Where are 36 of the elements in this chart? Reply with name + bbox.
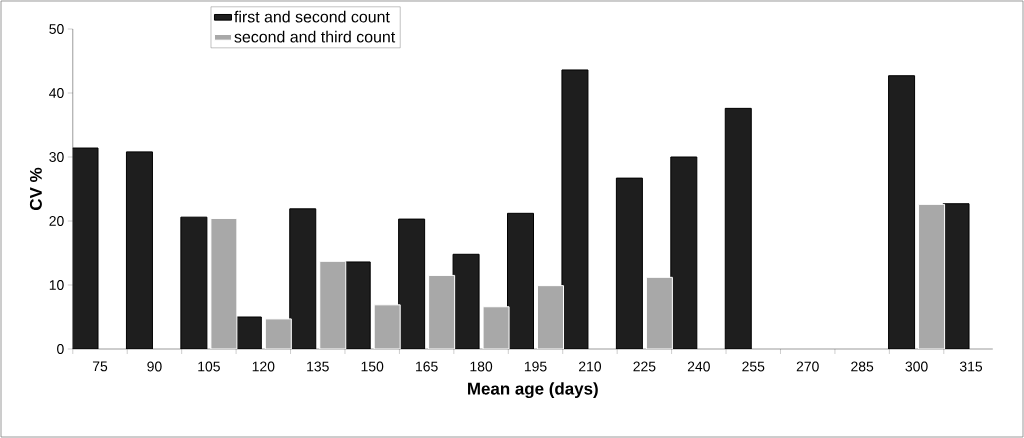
x-tick-label: 150 bbox=[361, 361, 384, 372]
y-tick-label: 30 bbox=[49, 152, 64, 162]
x-tick-label: 300 bbox=[905, 361, 928, 372]
x-tick-label: 135 bbox=[307, 361, 329, 372]
y-tick-label: 10 bbox=[49, 280, 64, 290]
x-tick-label: 195 bbox=[524, 361, 547, 372]
x-tick-label: 75 bbox=[92, 361, 108, 372]
y-tick-label: 0 bbox=[57, 344, 64, 354]
bar bbox=[428, 274, 456, 349]
y-tick-label: 50 bbox=[49, 24, 64, 34]
bar bbox=[482, 306, 510, 349]
legend-label: first and second count bbox=[234, 10, 390, 23]
x-tick-label: 105 bbox=[198, 361, 220, 372]
x-tick-label: 90 bbox=[147, 361, 162, 372]
x-tick-label: 285 bbox=[851, 361, 874, 372]
bar bbox=[319, 260, 347, 349]
y-tick-label: 40 bbox=[49, 88, 64, 98]
x-tick-label: 255 bbox=[742, 361, 765, 372]
x-tick-label: 270 bbox=[796, 361, 819, 372]
bar bbox=[645, 276, 673, 349]
bar bbox=[918, 203, 946, 349]
x-tick-label: 120 bbox=[252, 361, 275, 372]
bar bbox=[210, 217, 238, 349]
x-tick-label: 240 bbox=[687, 361, 710, 372]
bar bbox=[264, 318, 292, 349]
bar bbox=[373, 304, 401, 349]
y-tick-label: 20 bbox=[49, 216, 64, 226]
x-tick-label: 165 bbox=[416, 361, 438, 372]
legend-label: second and third count bbox=[234, 30, 396, 43]
x-tick-label: 225 bbox=[633, 361, 656, 372]
x-axis-title: Mean age (days) bbox=[468, 382, 598, 399]
bar bbox=[537, 285, 565, 349]
x-tick-label: 180 bbox=[470, 361, 493, 372]
x-tick-label: 315 bbox=[959, 361, 983, 372]
y-axis-title: CV % bbox=[29, 167, 42, 210]
x-tick-label: 210 bbox=[579, 361, 602, 372]
